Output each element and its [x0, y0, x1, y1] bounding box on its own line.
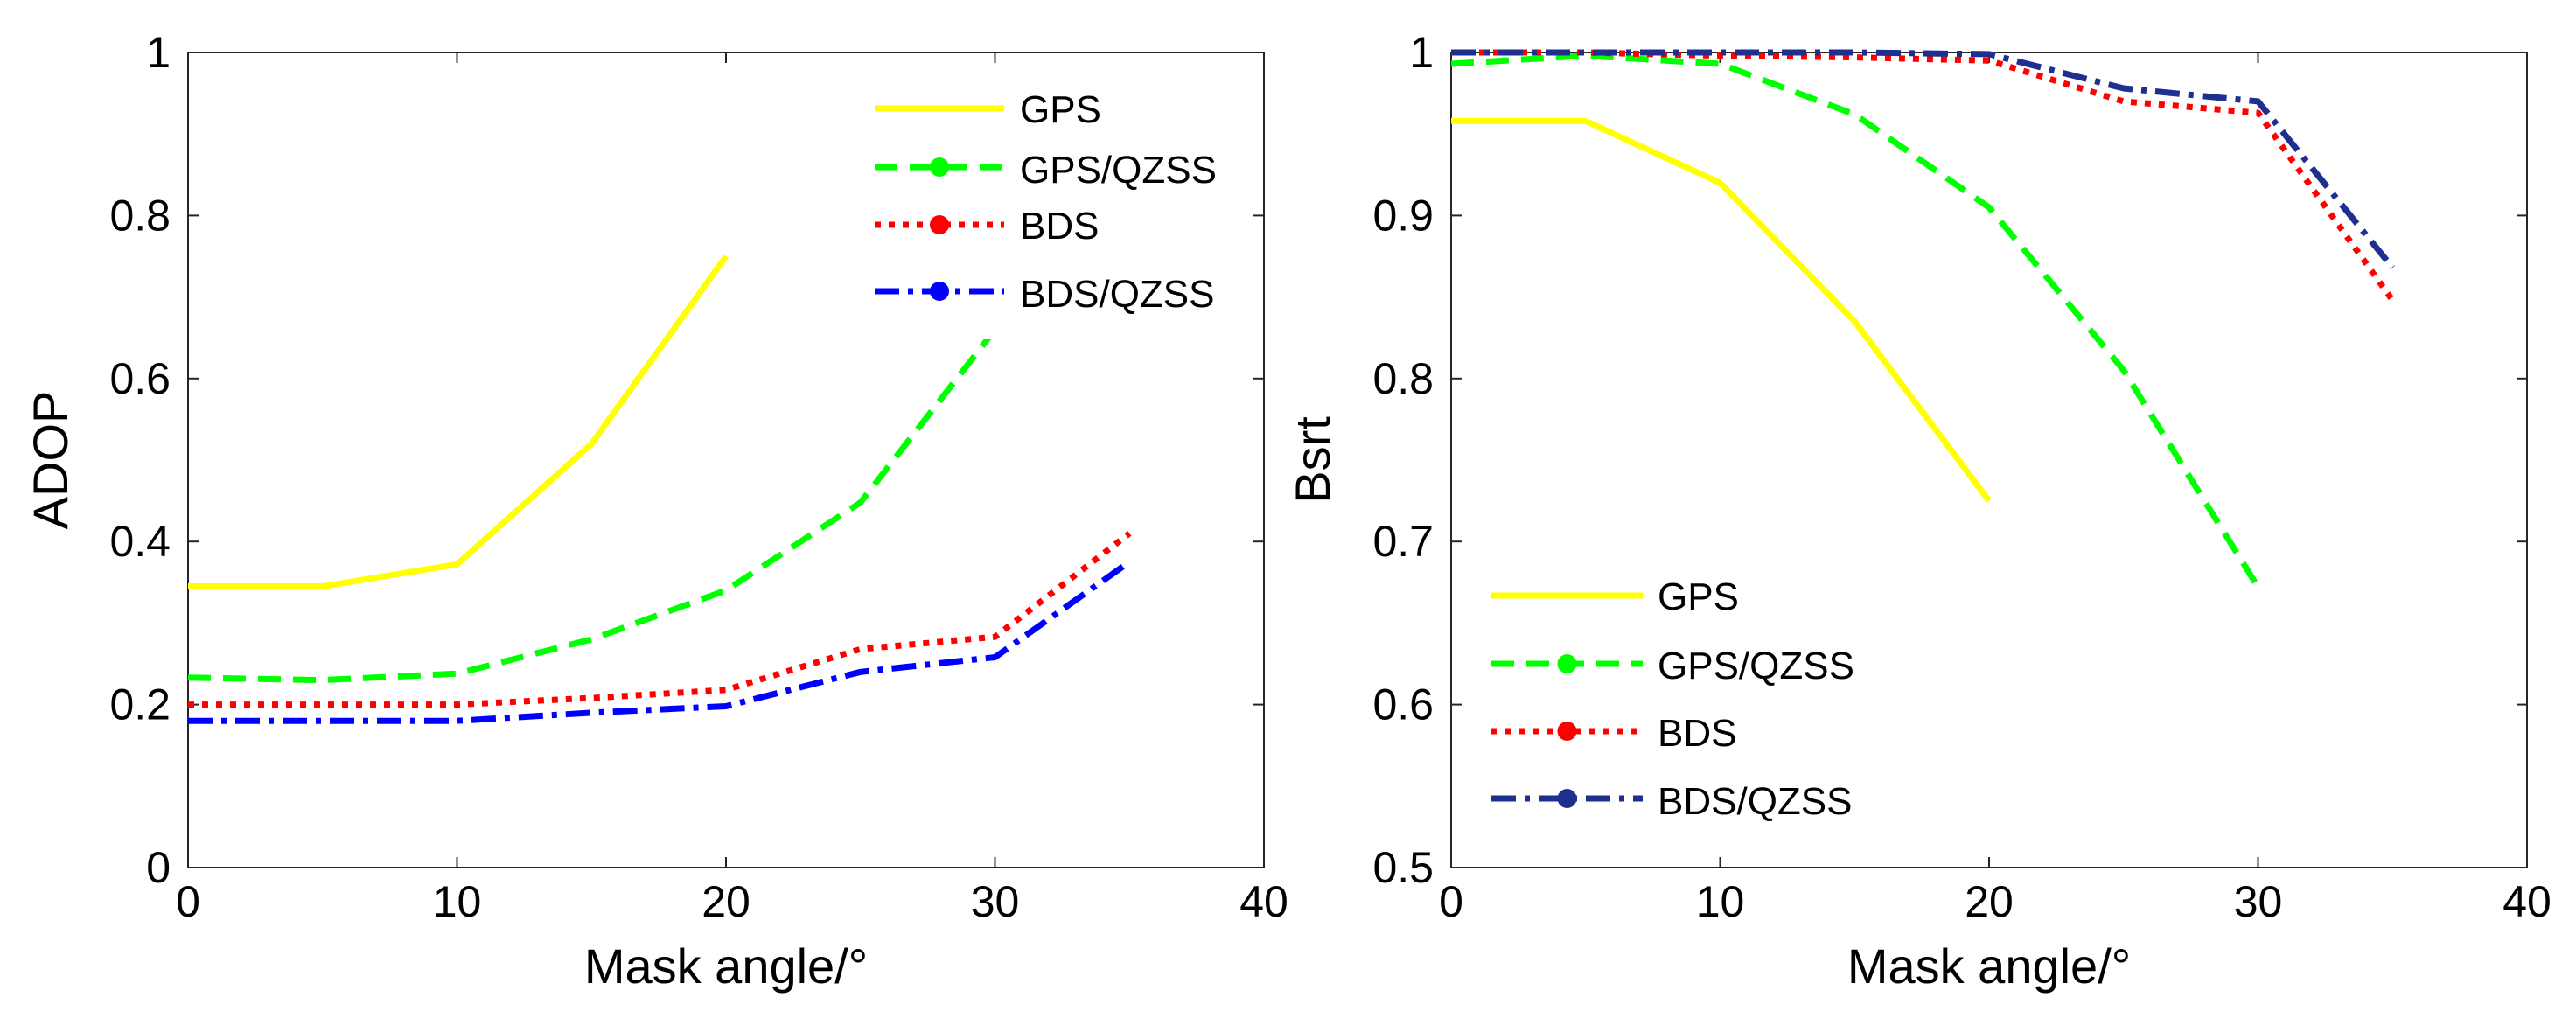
bsrt-legend-entry-gps-qzss: GPS/QZSS: [1491, 645, 1854, 687]
adop-x-tick-label: 20: [702, 877, 750, 926]
adop-legend-marker: [930, 282, 949, 301]
adop-x-tick-labels: 0 10 20 30 40: [176, 877, 1288, 926]
bsrt-x-tick-label: 20: [1965, 877, 2014, 926]
adop-tick-marks: [187, 52, 1265, 868]
adop-legend-swatch-bds-qzss: [875, 282, 1004, 301]
bsrt-series-group: [1450, 49, 2396, 589]
bsrt-legend-entry-bds: BDS: [1491, 712, 1736, 755]
bsrt-x-tick-label: 10: [1696, 877, 1745, 926]
bsrt-legend-marker: [1557, 722, 1577, 741]
bsrt-legend-entry-bds-qzss: BDS/QZSS: [1491, 780, 1853, 823]
bsrt-chart-panel: 0 10 20 30 40 0.50.60.70.80.91 Mask angle/° …: [1285, 28, 2552, 994]
adop-x-axis-label: Mask angle/°: [584, 938, 868, 994]
adop-y-tick-label: 0.6: [109, 354, 171, 403]
adop-chart-panel: 0 10 20 30 40 0 0.2 0.4 0.6 0.8 1 Mask angle/° AD…: [23, 28, 1288, 994]
adop-legend-swatch-bds: [875, 215, 1004, 234]
bsrt-x-tick-labels: 0 10 20 30 40: [1439, 877, 2552, 926]
adop-y-tick-label: 0: [146, 843, 171, 892]
adop-legend-label-gps: GPS: [1020, 88, 1101, 131]
bsrt-legend-label-bds-qzss: BDS/QZSS: [1658, 780, 1853, 823]
bsrt-y-tick-label: 0.9: [1372, 191, 1434, 240]
bsrt-legend-swatch-gps-qzss: [1491, 654, 1643, 673]
bsrt-x-tick-label: 30: [2234, 877, 2283, 926]
adop-legend-entry-bds-qzss: BDS/QZSS: [875, 273, 1215, 316]
adop-legend-swatch-gps-qzss: [875, 157, 1004, 177]
adop-legend-entry-gps-qzss: GPS/QZSS: [875, 149, 1217, 192]
adop-series-line-gps-qzss: [187, 327, 998, 684]
adop-series-line-bds: [188, 531, 1132, 708]
bsrt-x-tick-label: 0: [1439, 877, 1463, 926]
bsrt-legend-box: [1472, 560, 1909, 840]
adop-legend-label-bds: BDS: [1020, 205, 1099, 248]
adop-legend-label-gps-qzss: GPS/QZSS: [1020, 149, 1217, 192]
bsrt-series-line-gps: [1451, 117, 1992, 503]
bsrt-legend-entry-gps: GPS: [1491, 575, 1739, 618]
adop-x-tick-label: 10: [433, 877, 482, 926]
bsrt-tick-marks: [1450, 52, 2528, 868]
bsrt-legend-label-bds: BDS: [1658, 712, 1736, 755]
adop-x-tick-label: 0: [176, 877, 200, 926]
bsrt-y-tick-label: 0.5: [1372, 843, 1434, 892]
bsrt-series-line-bds-qzss: [1451, 49, 2396, 270]
bsrt-y-tick-label: 0.8: [1372, 354, 1434, 403]
adop-legend-entry-bds: BDS: [875, 205, 1099, 248]
bsrt-y-tick-labels: 0.5 0.6 0.7 0.8 0.9 1: [1372, 28, 1434, 892]
adop-y-tick-label: 0.2: [109, 680, 171, 729]
adop-y-tick-label: 1: [146, 28, 171, 77]
bsrt-y-axis-label: Bsrt: [1285, 416, 1340, 504]
bsrt-y-tick-label: 0.6: [1372, 680, 1434, 729]
bsrt-series-line-gps-qzss: [1450, 52, 2261, 589]
adop-x-tick-label: 30: [971, 877, 1020, 926]
adop-y-axis-label: ADOP: [23, 391, 78, 530]
adop-x-tick-label: 40: [1239, 877, 1288, 926]
bsrt-x-axis-label: Mask angle/°: [1847, 938, 2131, 994]
bsrt-y-tick-label: 1: [1409, 28, 1434, 77]
adop-series-group: [187, 254, 1132, 724]
bsrt-legend-label-gps-qzss: GPS/QZSS: [1658, 645, 1854, 687]
adop-legend: GPS GPS/QZSS BDS BDS/QZSS: [853, 63, 1248, 339]
bsrt-legend-label-gps: GPS: [1658, 575, 1739, 618]
adop-legend-entry-gps: GPS: [875, 88, 1101, 131]
adop-series-line-bds-qzss: [188, 559, 1132, 724]
adop-legend-marker: [930, 215, 949, 234]
adop-legend-marker: [930, 157, 949, 177]
adop-y-tick-labels: 0 0.2 0.4 0.6 0.8 1: [109, 28, 171, 892]
bsrt-legend-swatch-bds-qzss: [1491, 789, 1643, 808]
bsrt-legend-swatch-bds: [1491, 722, 1643, 741]
adop-y-tick-label: 0.8: [109, 191, 171, 240]
bsrt-x-tick-label: 40: [2503, 877, 2552, 926]
adop-series-line-gps: [188, 254, 729, 589]
adop-y-tick-label: 0.4: [109, 517, 171, 566]
adop-legend-label-bds-qzss: BDS/QZSS: [1020, 273, 1215, 316]
bsrt-legend: GPS GPS/QZSS BDS BDS/QZSS: [1472, 560, 1909, 840]
bsrt-legend-marker: [1557, 789, 1577, 808]
bsrt-y-tick-label: 0.7: [1372, 517, 1434, 566]
bsrt-legend-marker: [1557, 654, 1577, 673]
